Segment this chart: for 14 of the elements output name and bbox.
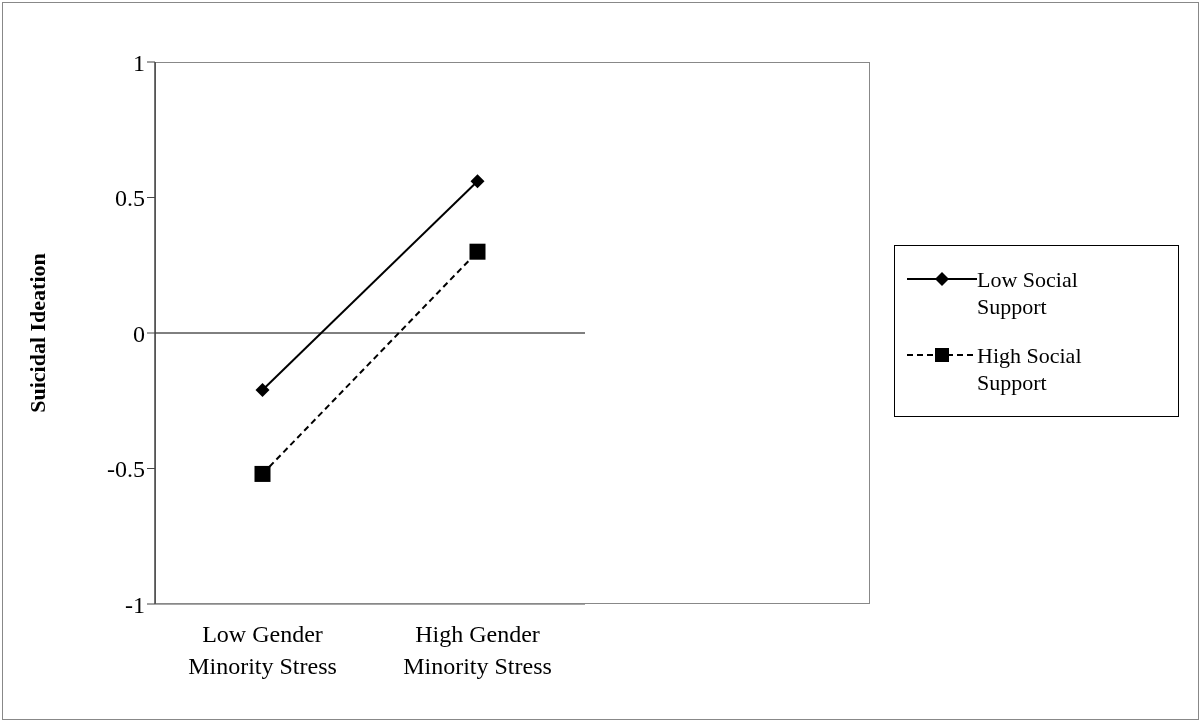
point [470, 174, 485, 189]
y-tick-label: 0.5 [115, 185, 145, 212]
x-tick-label: Low Gender Minority Stress [188, 621, 337, 679]
y-tick-label: -1 [125, 591, 145, 618]
y-tick-label: 0 [133, 320, 145, 347]
point [255, 382, 270, 397]
legend-label: Low Social Support [977, 266, 1079, 320]
y-axis-title: Suicidal Ideation [24, 253, 50, 413]
point [254, 465, 271, 482]
y-tick-label: 1 [133, 49, 145, 76]
point [469, 243, 486, 260]
x-tick-label: High Gender Minority Stress [403, 621, 552, 679]
y-tick-label: -0.5 [107, 456, 145, 483]
legend-label: High Social Support [977, 342, 1083, 396]
